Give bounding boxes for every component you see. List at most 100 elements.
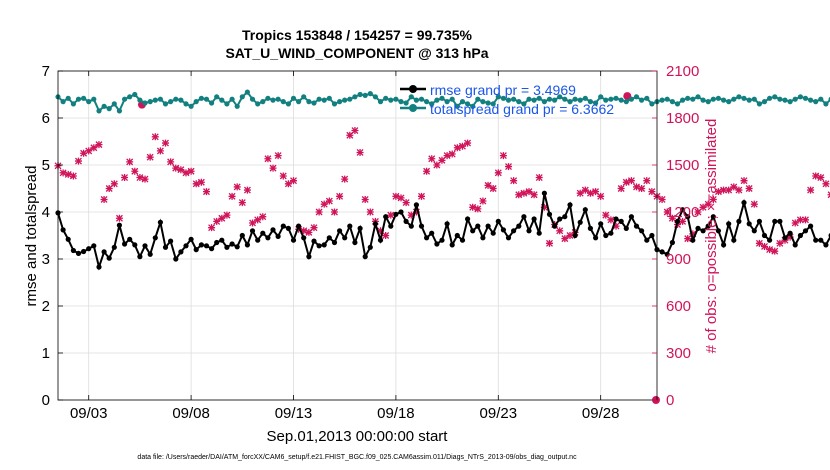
totalspread-point — [736, 94, 742, 100]
obs-assimilated-point — [561, 235, 569, 243]
y-tick-label-right: 300 — [666, 345, 691, 362]
obs-assimilated-point — [484, 181, 492, 189]
totalspread-point — [244, 89, 250, 95]
rmse-point — [122, 241, 128, 247]
rmse-point — [741, 200, 747, 206]
rmse-point — [157, 219, 163, 225]
totalspread-point — [587, 99, 594, 105]
rmse-point — [526, 228, 532, 234]
rmse-point — [270, 227, 276, 233]
totalspread-point — [490, 101, 496, 107]
obs-assimilated-point — [479, 197, 487, 205]
obs-assimilated-point — [755, 239, 763, 247]
rmse-point — [674, 218, 681, 224]
obs-assimilated-point — [366, 208, 374, 216]
totalspread-point — [362, 92, 368, 98]
obs-assimilated-point — [494, 169, 502, 177]
rmse-point — [521, 214, 527, 220]
obs-assimilated-point — [284, 180, 292, 188]
totalspread-point — [198, 95, 204, 101]
rmse-point — [224, 244, 230, 250]
obs-assimilated-point — [720, 186, 728, 194]
obs-assimilated-point — [290, 177, 298, 185]
obs-assimilated-point — [525, 188, 533, 196]
rmse-point — [659, 249, 665, 255]
obs-assimilated-point — [361, 195, 369, 203]
rmse-point — [761, 232, 768, 239]
totalspread-point — [434, 97, 440, 103]
rmse-point — [352, 239, 358, 246]
rmse-point — [434, 241, 440, 247]
totalspread-point — [255, 101, 261, 107]
rmse-point — [229, 241, 235, 247]
totalspread-point — [388, 97, 394, 103]
obs-assimilated-point — [581, 186, 589, 194]
totalspread-point — [577, 97, 583, 103]
totalspread-point — [664, 96, 670, 102]
rmse-point — [715, 228, 722, 234]
rmse-point — [531, 216, 537, 222]
rmse-point — [96, 264, 102, 270]
x-tick-label: 09/03 — [70, 405, 108, 422]
obs-assimilated-point — [197, 178, 205, 186]
rmse-point — [475, 223, 481, 229]
obs-assimilated-point — [330, 208, 338, 216]
totalspread-point — [301, 94, 307, 100]
obs-assimilated-point — [725, 186, 733, 194]
totalspread-point — [91, 96, 97, 102]
rmse-point — [628, 214, 635, 220]
obs-assimilated-point — [182, 169, 190, 177]
totalspread-point — [393, 96, 399, 102]
totalspread-point — [772, 94, 778, 100]
totalspread-point — [674, 101, 681, 107]
totalspread-point — [290, 95, 297, 101]
obs-assimilated-point — [228, 192, 236, 200]
rmse-point — [818, 237, 824, 243]
totalspread-point — [623, 99, 629, 105]
obs-assimilated-point — [110, 180, 118, 188]
totalspread-point — [122, 96, 128, 102]
totalspread-point — [249, 96, 256, 102]
rmse-point — [454, 232, 460, 239]
obs-assimilated-point — [750, 200, 758, 208]
rmse-point — [541, 190, 548, 196]
obs-assimilated-point — [679, 217, 687, 225]
obs-assimilated-point — [592, 188, 600, 196]
obs-assimilated-point — [796, 216, 804, 224]
totalspread-point — [531, 97, 537, 103]
totalspread-point — [383, 95, 389, 101]
totalspread-point — [782, 97, 788, 103]
totalspread-point — [311, 100, 317, 106]
totalspread-point — [408, 94, 414, 100]
y-tick-label-left: 5 — [42, 157, 50, 174]
obs-assimilated-point — [274, 152, 282, 160]
obs-assimilated-point — [356, 148, 364, 156]
rmse-point — [562, 214, 568, 220]
legend-rmse-label: rmse grand pr = 3.4969 — [430, 82, 576, 98]
obs-assimilated-point — [694, 208, 702, 216]
totalspread-point — [111, 101, 117, 107]
rmse-point — [326, 235, 332, 241]
obs-assimilated-point — [238, 199, 246, 207]
totalspread-point — [116, 108, 122, 114]
totalspread-point — [214, 94, 220, 100]
obs-assimilated-point — [474, 205, 482, 213]
obs-assimilated-point — [469, 203, 477, 211]
totalspread-point — [639, 97, 645, 103]
rmse-point — [485, 223, 491, 229]
rmse-point — [669, 239, 676, 246]
obs-assimilated-point — [566, 232, 574, 239]
y-axis-label-left: rmse and totalspread — [23, 166, 40, 307]
totalspread-point — [398, 99, 404, 105]
totalspread-point — [813, 99, 819, 105]
obs-assimilated-point — [689, 230, 697, 238]
obs-assimilated-point — [167, 158, 175, 166]
obs-assimilated-point — [213, 217, 221, 225]
totalspread-point — [173, 96, 179, 102]
rmse-point — [147, 251, 153, 257]
rmse-point — [726, 221, 732, 227]
obs-assimilated-point — [464, 139, 472, 147]
obs-assimilated-point — [433, 161, 441, 169]
rmse-point — [777, 218, 783, 224]
rmse-point — [608, 230, 614, 236]
